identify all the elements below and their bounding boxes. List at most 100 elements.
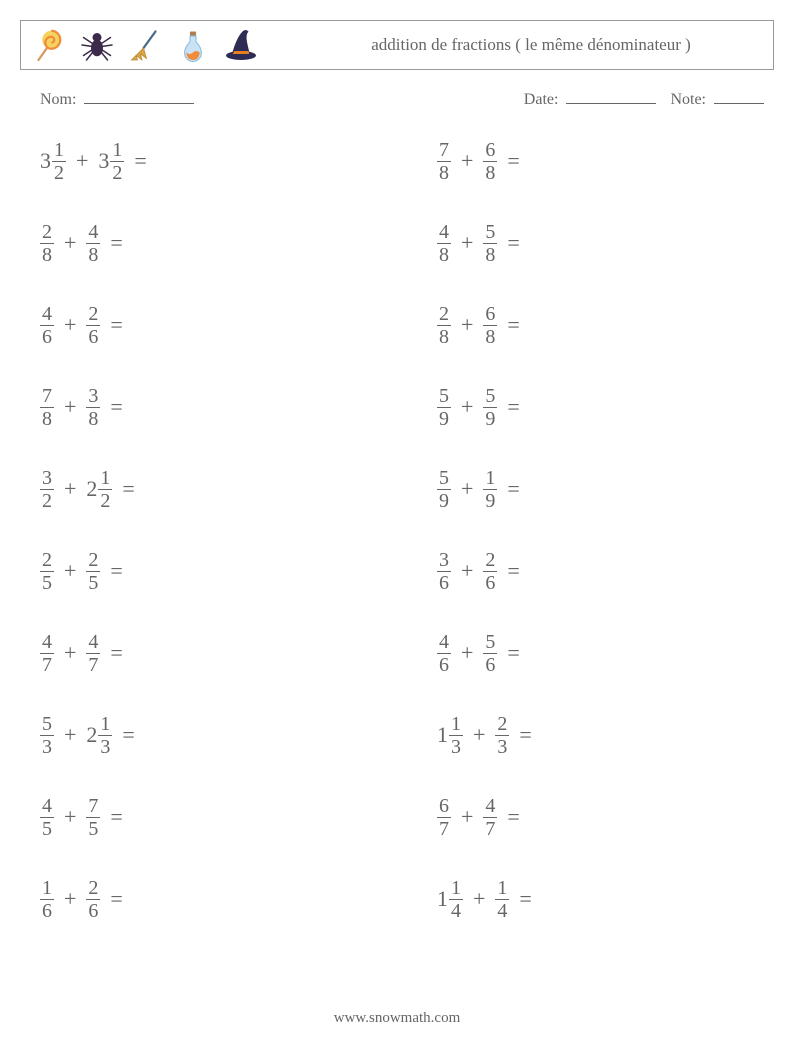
- problem: 78+38=: [40, 383, 357, 431]
- fraction: 113: [437, 714, 463, 757]
- fraction-stack: 46: [40, 304, 54, 347]
- equals-sign: =: [106, 886, 126, 912]
- fraction-stack: 47: [40, 632, 54, 675]
- numerator: 1: [110, 140, 124, 161]
- denominator: 3: [449, 735, 463, 757]
- meta-row: Nom: Date: Note:: [20, 88, 774, 117]
- problem: 312+312=: [40, 137, 357, 185]
- denominator: 9: [483, 489, 497, 511]
- fraction-stack: 26: [86, 304, 100, 347]
- plus-sign: +: [457, 476, 477, 502]
- equals-sign: =: [503, 312, 523, 338]
- numerator: 2: [86, 304, 100, 325]
- fraction: 47: [86, 632, 100, 675]
- numerator: 1: [52, 140, 66, 161]
- equals-sign: =: [106, 804, 126, 830]
- numerator: 5: [483, 222, 497, 243]
- fraction: 212: [86, 468, 112, 511]
- plus-sign: +: [60, 230, 80, 256]
- denominator: 5: [86, 817, 100, 839]
- fraction-stack: 26: [86, 878, 100, 921]
- plus-sign: +: [60, 886, 80, 912]
- plus-sign: +: [457, 312, 477, 338]
- name-blank[interactable]: [84, 88, 194, 104]
- denominator: 7: [86, 653, 100, 675]
- header-icons: [31, 27, 259, 63]
- plus-sign: +: [60, 640, 80, 666]
- numerator: 3: [86, 386, 100, 407]
- fraction-stack: 28: [40, 222, 54, 265]
- denominator: 8: [40, 243, 54, 265]
- denominator: 6: [437, 653, 451, 675]
- fraction: 23: [495, 714, 509, 757]
- fraction-stack: 56: [483, 632, 497, 675]
- spider-icon: [79, 27, 115, 63]
- fraction-stack: 12: [110, 140, 124, 183]
- equals-sign: =: [503, 394, 523, 420]
- plus-sign: +: [60, 558, 80, 584]
- fraction: 53: [40, 714, 54, 757]
- fraction: 47: [483, 796, 497, 839]
- witch-hat-icon: [223, 27, 259, 63]
- whole-part: 1: [437, 722, 449, 748]
- potion-icon: [175, 27, 211, 63]
- note-label: Note:: [670, 91, 706, 108]
- fraction: 68: [483, 304, 497, 347]
- denominator: 2: [40, 489, 54, 511]
- fraction-stack: 75: [86, 796, 100, 839]
- denominator: 3: [495, 735, 509, 757]
- equals-sign: =: [106, 640, 126, 666]
- denominator: 3: [98, 735, 112, 757]
- fraction-stack: 12: [52, 140, 66, 183]
- equals-sign: =: [503, 230, 523, 256]
- name-label: Nom:: [40, 91, 76, 108]
- worksheet-title: addition de fractions ( le même dénomina…: [259, 34, 763, 56]
- equals-sign: =: [106, 394, 126, 420]
- equals-sign: =: [130, 148, 150, 174]
- equals-sign: =: [503, 148, 523, 174]
- numerator: 6: [483, 140, 497, 161]
- problem: 47+47=: [40, 629, 357, 677]
- fraction: 16: [40, 878, 54, 921]
- fraction-stack: 14: [495, 878, 509, 921]
- problem: 32+212=: [40, 465, 357, 513]
- denominator: 6: [483, 571, 497, 593]
- fraction: 312: [98, 140, 124, 183]
- numerator: 3: [437, 550, 451, 571]
- note-blank[interactable]: [714, 88, 764, 104]
- fraction: 36: [437, 550, 451, 593]
- fraction: 47: [40, 632, 54, 675]
- denominator: 4: [449, 899, 463, 921]
- denominator: 8: [40, 407, 54, 429]
- problem: 113+23=: [437, 711, 754, 759]
- numerator: 4: [437, 222, 451, 243]
- equals-sign: =: [515, 886, 535, 912]
- numerator: 4: [40, 304, 54, 325]
- whole-part: 1: [437, 886, 449, 912]
- numerator: 1: [449, 714, 463, 735]
- denominator: 9: [437, 407, 451, 429]
- equals-sign: =: [106, 230, 126, 256]
- lollipop-icon: [31, 27, 67, 63]
- worksheet-header: addition de fractions ( le même dénomina…: [20, 20, 774, 70]
- numerator: 1: [40, 878, 54, 899]
- denominator: 8: [437, 243, 451, 265]
- problem: 28+48=: [40, 219, 357, 267]
- fraction-stack: 68: [483, 304, 497, 347]
- problem: 59+19=: [437, 465, 754, 513]
- fraction-stack: 46: [437, 632, 451, 675]
- numerator: 5: [437, 468, 451, 489]
- fraction: 38: [86, 386, 100, 429]
- denominator: 4: [495, 899, 509, 921]
- fraction-stack: 47: [86, 632, 100, 675]
- date-blank[interactable]: [566, 88, 656, 104]
- denominator: 7: [483, 817, 497, 839]
- problem: 59+59=: [437, 383, 754, 431]
- date-field: Date:: [524, 88, 657, 109]
- fraction-stack: 59: [437, 468, 451, 511]
- whole-part: 3: [98, 148, 110, 174]
- numerator: 1: [495, 878, 509, 899]
- fraction: 114: [437, 878, 463, 921]
- fraction-stack: 12: [98, 468, 112, 511]
- fraction-stack: 32: [40, 468, 54, 511]
